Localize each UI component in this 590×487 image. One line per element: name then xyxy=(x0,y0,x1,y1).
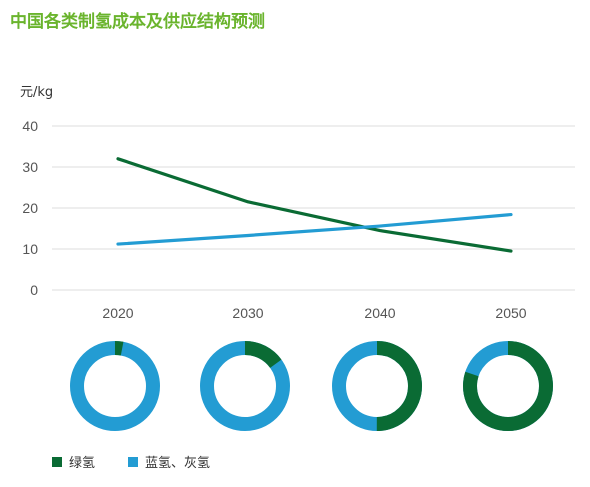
series-line-blue xyxy=(116,212,513,246)
y-axis-unit-label: 元/kg xyxy=(20,85,53,100)
x-tick-label: 2050 xyxy=(495,305,526,321)
y-axis-ticks: 0 10 20 30 40 xyxy=(22,118,38,298)
legend-label: 绿氢 xyxy=(69,456,95,471)
x-tick-label: 2020 xyxy=(102,305,133,321)
donut-green-segment xyxy=(70,341,160,431)
donut-green-segment xyxy=(332,341,422,431)
legend-swatch-blue xyxy=(128,457,138,467)
series-line-green xyxy=(116,157,513,253)
x-axis-ticks: 2020 2030 2040 2050 xyxy=(102,305,526,321)
chart-title: 中国各类制氢成本及供应结构预测 xyxy=(10,11,265,32)
y-tick-label: 40 xyxy=(22,118,38,134)
supply-structure-donuts xyxy=(70,341,553,431)
y-tick-label: 0 xyxy=(30,282,38,298)
x-tick-label: 2040 xyxy=(364,305,395,321)
x-tick-label: 2030 xyxy=(232,305,263,321)
y-tick-label: 10 xyxy=(22,241,38,257)
y-tick-label: 30 xyxy=(22,159,38,175)
donut-blue-ring xyxy=(70,341,160,431)
legend-label: 蓝氢、灰氢 xyxy=(145,456,210,471)
gridlines xyxy=(52,125,575,291)
legend-swatch-green xyxy=(52,457,62,467)
legend: 绿氢 蓝氢、灰氢 xyxy=(52,456,210,471)
series-lines xyxy=(116,157,513,253)
y-tick-label: 20 xyxy=(22,200,38,216)
donut-green-segment xyxy=(200,341,290,431)
donut-green-segment xyxy=(463,341,553,431)
